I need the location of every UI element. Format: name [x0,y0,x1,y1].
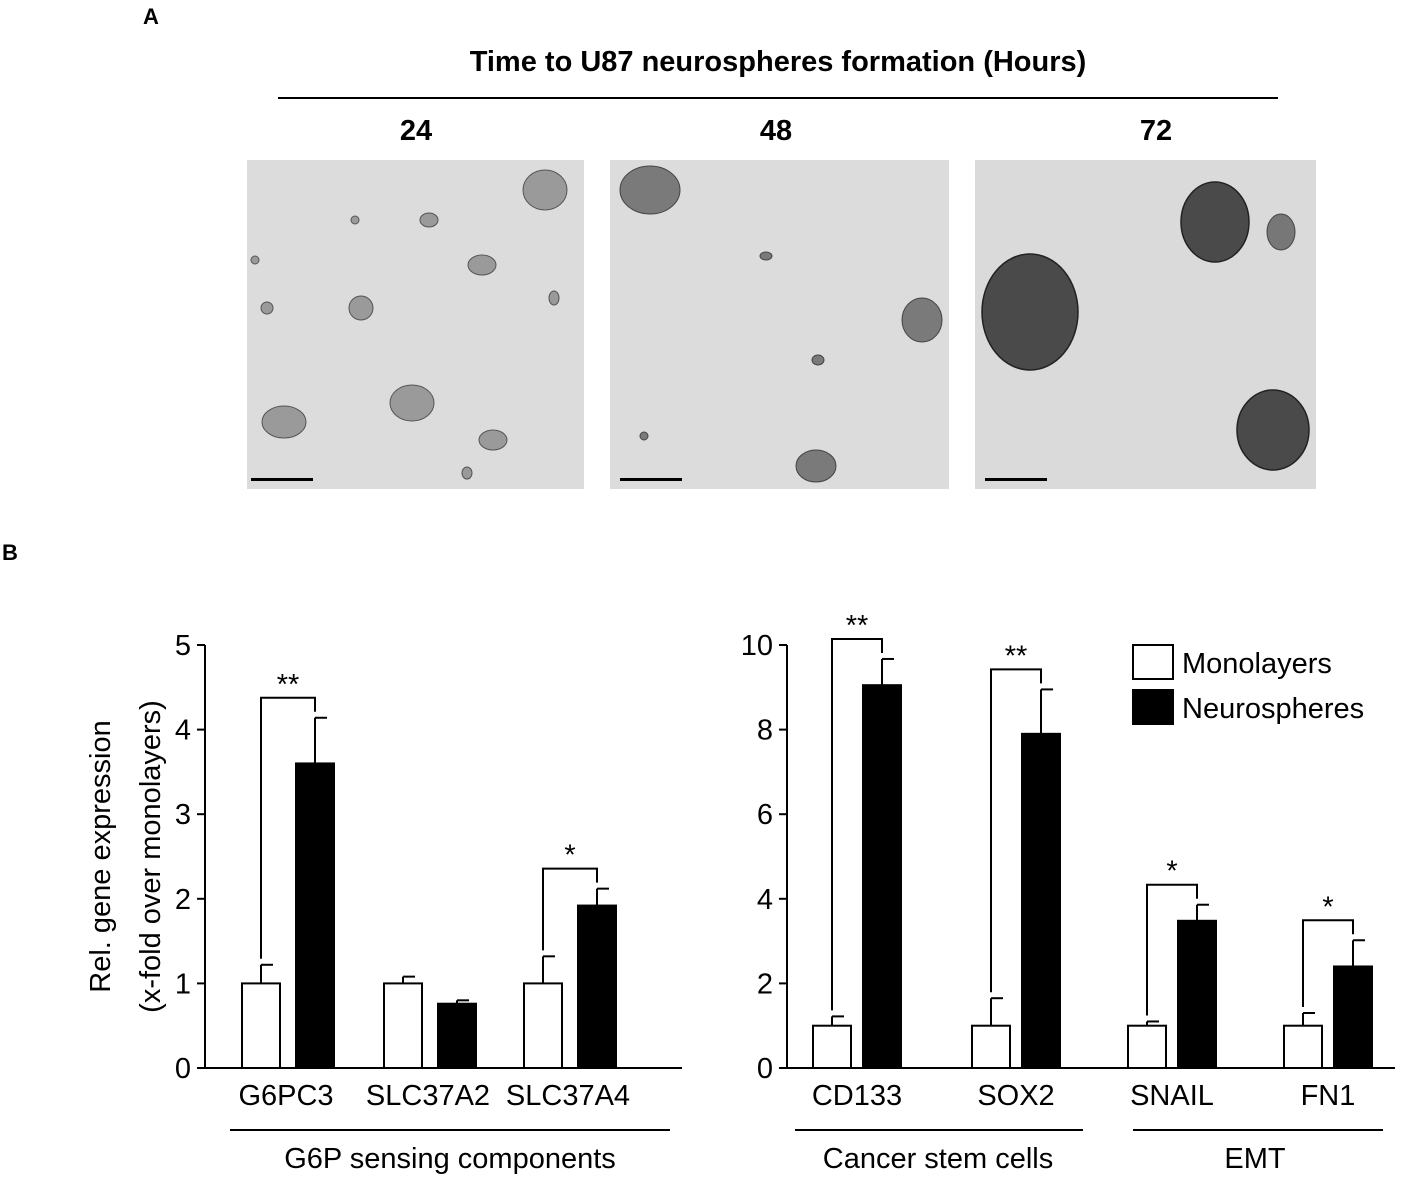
significance-bracket [1302,919,1354,1008]
y-tick-label-right: 2 [757,968,773,1000]
bar-neurospheres [437,1002,477,1070]
y-tick-label-left: 5 [175,630,191,662]
header-divider [278,97,1278,99]
bar-monolayers [383,982,423,1069]
bar-monolayers [1283,1024,1323,1070]
bar-monolayers [1127,1024,1167,1070]
significance-marker: * [1166,856,1177,888]
y-tick-label-right: 6 [757,799,773,831]
time-label-48: 48 [759,115,793,147]
y-tick-label-left: 1 [175,968,191,1000]
panel-a-letter: A [143,4,159,29]
bar-neurospheres [1177,919,1217,1069]
panel-a-header: Time to U87 neurospheres formation (Hour… [469,46,1087,78]
significance-bracket [831,637,883,1011]
y-tick-label-right: 10 [741,630,773,662]
bar-monolayers [241,982,281,1069]
bar-monolayers [523,982,563,1069]
category-label: SNAIL [1130,1080,1214,1112]
significance-marker: ** [277,669,300,701]
legend-label-neurospheres: Neurospheres [1182,693,1364,725]
time-label-24: 24 [399,115,433,147]
y-tick-label-left: 2 [175,884,191,916]
category-label: G6PC3 [238,1080,333,1112]
category-label: CD133 [812,1080,902,1112]
category-label: SLC37A4 [506,1080,630,1112]
micrograph-24h-image [247,160,584,489]
y-axis-label-line2: (x-fold over monolayers) [135,700,167,1013]
time-label-72: 72 [1139,115,1173,147]
group-label-emt: EMT [1224,1143,1286,1175]
bar-neurospheres [577,904,617,1069]
significance-bracket [1146,883,1198,1016]
panel-b-charts: 0 1 2 3 4 5 Rel. gene expression (x-fold over m… [85,610,1395,1175]
group-label-csc: Cancer stem cells [823,1143,1053,1175]
category-label: SLC37A2 [366,1080,490,1112]
y-tick-label-left: 3 [175,799,191,831]
significance-marker: * [564,840,575,872]
y-tick-label-left: 4 [175,715,191,747]
micrograph-72h [975,160,1316,489]
bar-monolayers [971,1024,1011,1070]
group-label-g6p: G6P sensing components [284,1143,616,1175]
panel-b-letter: B [2,540,18,565]
significance-marker: ** [846,610,869,642]
bar-neurospheres [862,684,902,1069]
significance-marker: * [1322,891,1333,923]
micrograph-48h-image [610,160,949,489]
significance-bracket [542,867,598,951]
y-tick-label-right: 0 [757,1053,773,1085]
legend-label-monolayers: Monolayers [1182,648,1332,680]
category-label: FN1 [1301,1080,1356,1112]
bar-neurospheres [1021,732,1061,1070]
micrograph-24h [247,160,584,489]
y-tick-label-left: 0 [175,1053,191,1085]
micrograph-48h [610,160,949,489]
category-label: SOX2 [977,1080,1054,1112]
significance-bracket [990,668,1042,993]
y-tick-label-right: 4 [757,884,773,916]
significance-bracket [260,696,316,959]
legend-swatch-neurospheres [1132,689,1174,725]
bar-neurospheres [295,762,335,1069]
micrograph-72h-image [975,160,1316,489]
y-tick-label-right: 8 [757,715,773,747]
legend-swatch-monolayers [1132,644,1174,680]
significance-marker: ** [1005,640,1028,672]
y-axis-label-line1: Rel. gene expression [85,720,117,992]
bar-neurospheres [1333,965,1373,1070]
bar-monolayers [812,1024,852,1070]
